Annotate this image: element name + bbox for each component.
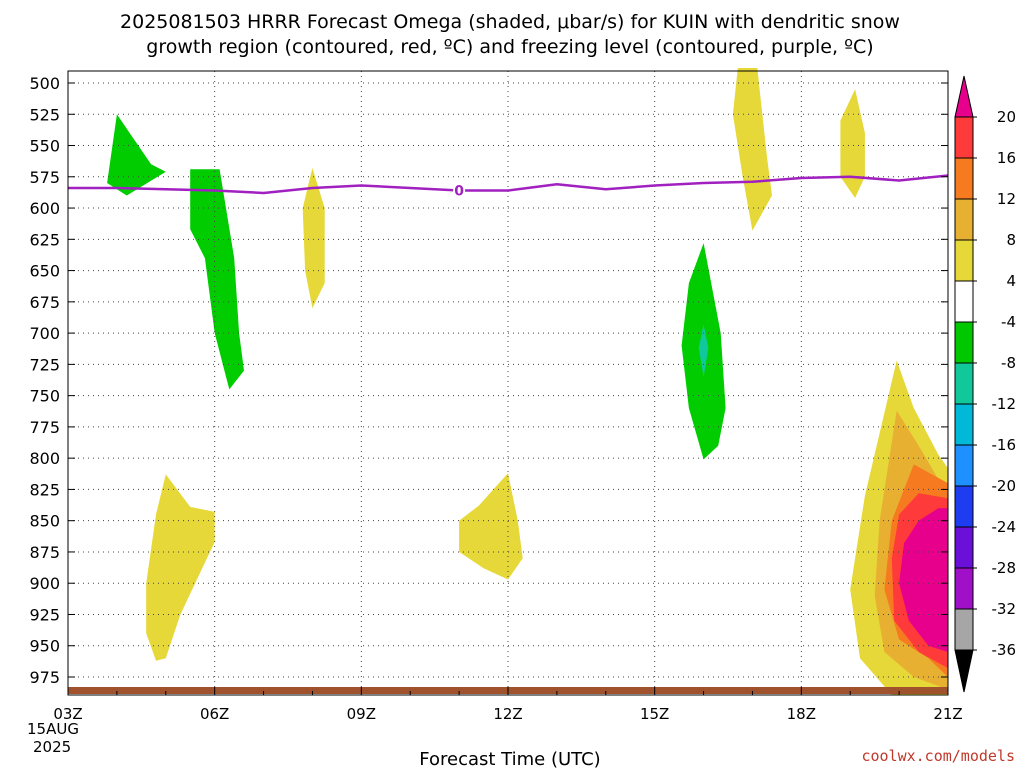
y-tick-label: 875: [29, 543, 60, 562]
y-tick-label: 675: [29, 293, 60, 312]
y-tick-label: 850: [29, 512, 60, 531]
y-tick-label: 525: [29, 105, 60, 124]
y-tick-label: 600: [29, 199, 60, 218]
colorbar-label: 4: [1006, 272, 1016, 290]
y-tick-label: 500: [29, 74, 60, 93]
omega-region-teal-16z: [698, 324, 709, 377]
y-tick-label: 575: [29, 168, 60, 187]
colorbar-swatch: [954, 608, 974, 651]
grid-lines: [68, 71, 948, 695]
x-tick-label: 06Z: [200, 705, 229, 723]
colorbar-swatch: [954, 403, 974, 446]
freezing-level-label: 0: [454, 184, 464, 200]
y-tick-label: 825: [29, 480, 60, 499]
x-tick-label: 15Z: [640, 705, 669, 723]
colorbar-label: 12: [997, 190, 1016, 208]
colorbar-swatch: [954, 239, 974, 282]
colorbar-label: 8: [1006, 231, 1016, 249]
colorbar-swatch: [954, 567, 974, 610]
y-tick-label: 900: [29, 574, 60, 593]
colorbar-swatch: [954, 321, 974, 364]
colorbar-swatch: [954, 485, 974, 528]
y-tick-label: 625: [29, 230, 60, 249]
x-tick-label: 12Z: [493, 705, 522, 723]
colorbar-label: -16: [992, 436, 1017, 454]
chart-title-line2: growth region (contoured, red, ºC) and f…: [146, 36, 873, 58]
x-date-day: 15AUG: [27, 720, 79, 738]
x-tick-label: 09Z: [347, 705, 376, 723]
colorbar-swatch: [954, 526, 974, 569]
y-tick-label: 650: [29, 262, 60, 281]
credit-link[interactable]: coolwx.com/models: [861, 747, 1015, 765]
y-tick-label: 800: [29, 449, 60, 468]
omega-region-yellow-12z: [459, 473, 523, 580]
colorbar-swatch: [954, 444, 974, 487]
y-tick-label: 700: [29, 324, 60, 343]
colorbar-swatch: [954, 198, 974, 241]
colorbar-swatch: [954, 157, 974, 200]
freezing-level-label-bg: [453, 182, 466, 199]
colorbar-top-arrow: [954, 75, 974, 118]
omega-shading: [107, 68, 948, 695]
x-axis-label: Forecast Time (UTC): [419, 749, 600, 768]
x-axis-ticks: 03Z 06Z 09Z 12Z 15Z 18Z 21Z: [53, 687, 963, 723]
omega-region-yellow-08z: [302, 168, 325, 309]
y-tick-label: 950: [29, 637, 60, 656]
colorbar-label: -32: [992, 600, 1017, 618]
colorbar-swatch: [954, 362, 974, 405]
omega-region-yellow-17z: [732, 68, 772, 231]
omega-region-green-05z: [190, 169, 244, 390]
colorbar: 20 16 12 8 4 -4 -8 -12 -16 -20 -24 -28 -32 -36: [954, 75, 1017, 693]
y-tick-label: 775: [29, 418, 60, 437]
y-tick-label: 925: [29, 605, 60, 624]
colorbar-swatch: [954, 280, 974, 323]
colorbar-label: -4: [1001, 313, 1016, 331]
y-tick-label: 975: [29, 668, 60, 687]
omega-region-green-04z: [107, 114, 166, 196]
y-tick-label: 550: [29, 137, 60, 156]
colorbar-label: -8: [1001, 354, 1016, 372]
x-tick-label: 03Z: [53, 705, 82, 723]
colorbar-label: -28: [992, 559, 1017, 577]
y-tick-label: 725: [29, 355, 60, 374]
omega-region-yellow-19z: [840, 89, 865, 198]
colorbar-label: 20: [997, 108, 1016, 126]
y-tick-label: 750: [29, 387, 60, 406]
colorbar-label: -24: [992, 518, 1017, 536]
x-date-year: 2025: [33, 738, 71, 756]
chart-title-line1: 2025081503 HRRR Forecast Omega (shaded, …: [120, 11, 900, 33]
freezing-level-line: [68, 174, 949, 195]
colorbar-bottom-arrow: [954, 649, 974, 693]
colorbar-label: -20: [992, 477, 1017, 495]
y-axis-ticks: 500 525 550 575 600 625 650 675 700 725 750 775 800 8…: [29, 74, 948, 687]
colorbar-label: -12: [992, 395, 1017, 413]
freezing-level-contour: 0: [68, 174, 949, 200]
colorbar-label: -36: [992, 641, 1017, 659]
x-tick-label: 21Z: [933, 705, 962, 723]
x-tick-label: 18Z: [787, 705, 816, 723]
colorbar-swatch: [954, 116, 974, 159]
omega-region-omega-20z-20: [899, 508, 948, 652]
colorbar-label: 16: [997, 149, 1016, 167]
omega-region-yellow-05z: [146, 474, 215, 661]
